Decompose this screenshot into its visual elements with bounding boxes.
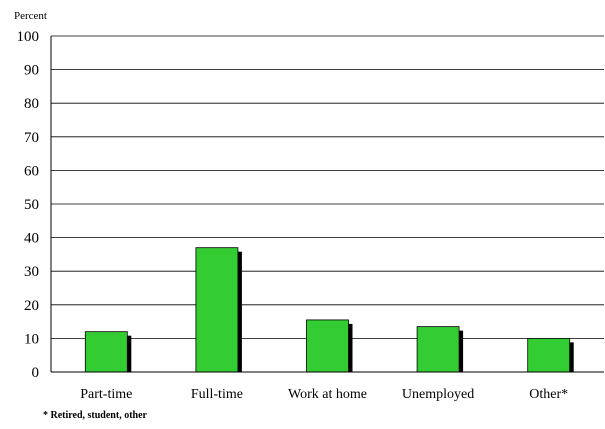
bar [306, 319, 349, 373]
bar [416, 326, 460, 373]
gridlines [51, 35, 604, 339]
x-tick-labels: Part-time Full-time Work at home Unemployed… [80, 387, 568, 402]
y-tick-labels: 0 10 20 30 40 50 60 70 80 90 100 [17, 29, 40, 381]
y-tick-label: 70 [24, 130, 39, 146]
x-tick-label: Part-time [80, 387, 132, 402]
y-tick-label: 80 [24, 96, 39, 112]
y-axis-label: Percent [14, 10, 47, 22]
y-tick-label: 30 [24, 264, 39, 280]
y-tick-label: 0 [32, 365, 40, 381]
y-tick-label: 10 [24, 331, 39, 347]
x-tick-label: Work at home [288, 387, 367, 402]
y-tick-label: 50 [24, 197, 39, 213]
bars [84, 247, 574, 373]
y-tick-label: 90 [24, 63, 39, 79]
footnote: * Retired, student, other [43, 410, 148, 421]
x-tick-label: Full-time [191, 387, 243, 402]
x-tick-label: Unemployed [402, 387, 474, 402]
bar [527, 337, 571, 373]
bar [195, 247, 239, 373]
y-tick-label: 100 [17, 29, 40, 45]
y-tick-label: 20 [24, 298, 39, 314]
bar [84, 331, 128, 373]
x-tick-label: Other* [529, 387, 568, 402]
y-tick-label: 60 [24, 163, 39, 179]
y-tick-label: 40 [24, 231, 39, 247]
